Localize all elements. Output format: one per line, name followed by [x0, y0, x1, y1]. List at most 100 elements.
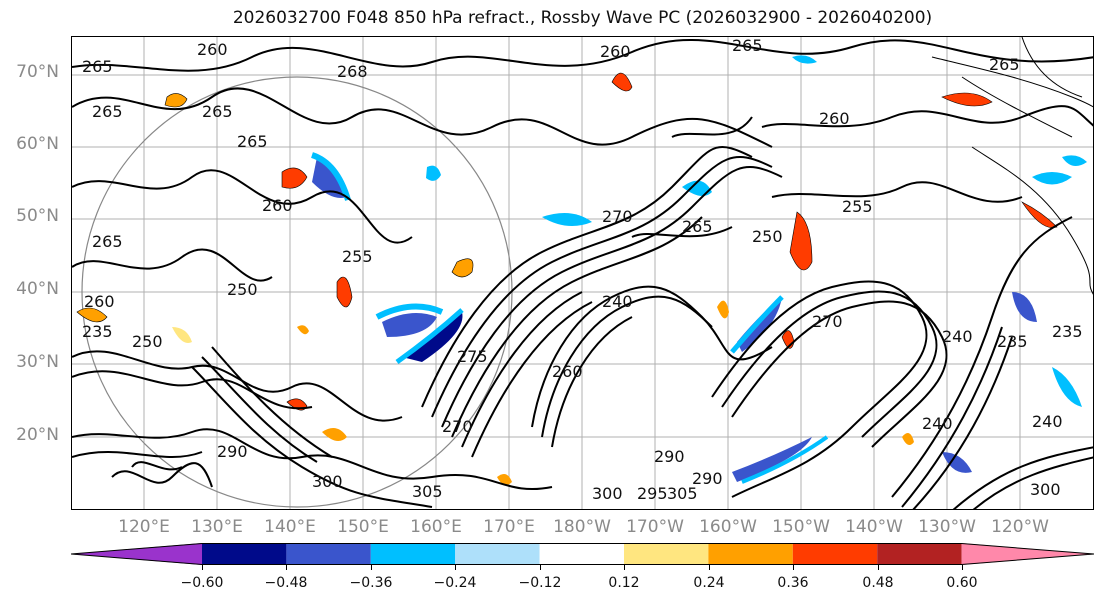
- colorbar-segment: [286, 543, 371, 565]
- contour-label: 255: [842, 197, 873, 216]
- contour-label: 235: [82, 322, 113, 341]
- contour-label: 265: [92, 232, 123, 251]
- contour-label: 240: [942, 327, 973, 346]
- contour-label: 305: [412, 482, 443, 501]
- colorbar-segment: [792, 543, 878, 565]
- colorbar-tick-mark: [709, 565, 710, 570]
- lat-label: 60°N: [16, 134, 59, 154]
- colorbar-tick-mark: [540, 565, 541, 570]
- lon-label: 120°E: [118, 517, 170, 537]
- colorbar: [71, 543, 1094, 565]
- colorbar-segments: [71, 543, 1094, 565]
- contour-label: 240: [602, 292, 633, 311]
- colorbar-tick-label: 0.60: [946, 575, 978, 591]
- colorbar-segment: [202, 543, 287, 565]
- contour-label: 265: [732, 37, 763, 55]
- colorbar-segment: [708, 543, 793, 565]
- colorbar-tick-label: −0.12: [518, 575, 562, 591]
- colorbar-tick-mark: [371, 565, 372, 570]
- contour-label: 270: [602, 207, 633, 226]
- colorbar-tick-label: 0.36: [777, 575, 809, 591]
- contour-label: 300: [1030, 480, 1061, 499]
- contour-label: 305: [667, 484, 698, 503]
- contour-label: 260: [600, 42, 631, 61]
- colorbar-segment: [624, 543, 709, 565]
- lat-label: 20°N: [16, 425, 59, 445]
- contour-label: 270: [812, 312, 843, 331]
- contour-label: 260: [552, 362, 583, 381]
- contour-label: 275: [457, 347, 488, 366]
- lon-label: 140°E: [264, 517, 316, 537]
- contour-label: 300: [312, 472, 343, 491]
- lon-label: 170°E: [483, 517, 535, 537]
- colorbar-tick-label: −0.24: [433, 575, 477, 591]
- lon-label: 170°W: [626, 517, 684, 537]
- contour-label: 290: [654, 447, 685, 466]
- contour-label: 265: [92, 102, 123, 121]
- lon-label: 140°W: [845, 517, 903, 537]
- map-title: 2026032700 F048 850 hPa refract., Rossby…: [232, 8, 933, 28]
- contour-label: 290: [217, 442, 248, 461]
- contour-label: 295: [637, 484, 668, 503]
- contour-label: 265: [682, 217, 713, 236]
- contour-label: 235: [1052, 322, 1083, 341]
- lon-label: 160°W: [699, 517, 757, 537]
- contour-label: 260: [819, 109, 850, 128]
- colorbar-segment: [71, 543, 202, 565]
- contour-labels: 260 265 268 265 265 265 260 260 265 265 …: [82, 37, 1083, 503]
- colorbar-tick-mark: [962, 565, 963, 570]
- lat-label: 30°N: [16, 352, 59, 372]
- contour-label: 290: [692, 469, 723, 488]
- colorbar-outline: [71, 543, 1094, 565]
- colorbar-segment: [370, 543, 456, 565]
- colorbar-tick-mark: [455, 565, 456, 570]
- colorbar-tick-mark: [793, 565, 794, 570]
- contour-label: 300: [592, 484, 623, 503]
- colorbar-segment: [961, 543, 1094, 565]
- colorbar-segment: [539, 543, 624, 565]
- contours-thin: [931, 37, 1093, 295]
- colorbar-tick-label: 0.12: [608, 575, 640, 591]
- lon-label: 150°E: [337, 517, 389, 537]
- contour-label: 270: [442, 417, 473, 436]
- lon-label: 130°W: [918, 517, 976, 537]
- colorbar-tick-mark: [624, 565, 625, 570]
- colorbar-tick-mark: [878, 565, 879, 570]
- contour-label: 250: [227, 280, 258, 299]
- contour-label: 255: [342, 247, 373, 266]
- colorbar-tick-label: −0.48: [264, 575, 308, 591]
- colorbar-tick-label: 0.24: [693, 575, 725, 591]
- contour-label: 235: [997, 332, 1028, 351]
- lat-label: 70°N: [16, 62, 59, 82]
- colorbar-tick-label: −0.60: [180, 575, 224, 591]
- contour-label: 265: [202, 102, 233, 121]
- shaded-anomalies: [76, 55, 1087, 486]
- lon-label: 160°E: [410, 517, 462, 537]
- map-plot-area[interactable]: 260 265 268 265 265 265 260 260 265 265 …: [71, 36, 1094, 510]
- contour-label: 265: [237, 132, 268, 151]
- colorbar-tick-label: 0.48: [862, 575, 894, 591]
- contour-label: 250: [752, 227, 783, 246]
- contour-label: 268: [337, 62, 368, 81]
- contour-label: 250: [132, 332, 163, 351]
- contour-label: 260: [84, 292, 115, 311]
- contour-label: 265: [82, 57, 113, 76]
- lon-label: 130°E: [191, 517, 243, 537]
- contour-label: 240: [1032, 412, 1063, 431]
- lon-label: 180°W: [553, 517, 611, 537]
- lon-label: 150°W: [772, 517, 830, 537]
- colorbar-segment: [455, 543, 540, 565]
- colorbar-segment: [877, 543, 962, 565]
- contour-label: 265: [989, 55, 1020, 74]
- contours: [72, 38, 1093, 509]
- lon-label: 120°W: [991, 517, 1049, 537]
- lat-label: 40°N: [16, 279, 59, 299]
- lat-label: 50°N: [16, 206, 59, 226]
- colorbar-tick-mark: [286, 565, 287, 570]
- contour-label: 260: [262, 196, 293, 215]
- colorbar-tick-label: −0.36: [349, 575, 393, 591]
- map-canvas: 260 265 268 265 265 265 260 260 265 265 …: [72, 37, 1093, 509]
- colorbar-tick-mark: [202, 565, 203, 570]
- contour-label: 240: [922, 414, 953, 433]
- contour-label: 260: [197, 40, 228, 59]
